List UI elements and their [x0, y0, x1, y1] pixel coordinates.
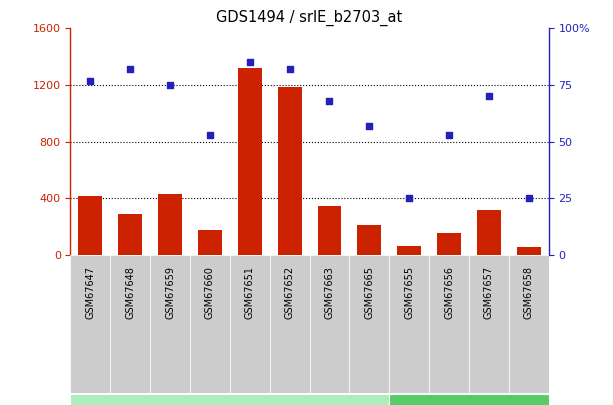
Text: GSM67652: GSM67652: [284, 266, 295, 319]
Bar: [397, 246, 421, 255]
Bar: [78, 196, 102, 255]
Bar: [158, 194, 182, 255]
Point: [364, 123, 374, 129]
Bar: [477, 210, 501, 255]
FancyBboxPatch shape: [310, 255, 349, 393]
Text: GSM67658: GSM67658: [524, 266, 534, 319]
Bar: [238, 68, 262, 255]
FancyBboxPatch shape: [349, 255, 389, 393]
Point: [205, 132, 215, 138]
Text: GSM67651: GSM67651: [245, 266, 255, 319]
FancyBboxPatch shape: [150, 255, 190, 393]
Text: GSM67657: GSM67657: [484, 266, 494, 319]
Title: GDS1494 / srlE_b2703_at: GDS1494 / srlE_b2703_at: [216, 9, 403, 26]
Bar: [318, 206, 341, 255]
FancyBboxPatch shape: [110, 255, 150, 393]
Point: [86, 77, 96, 84]
Text: GSM67660: GSM67660: [205, 266, 215, 319]
FancyBboxPatch shape: [70, 394, 389, 405]
Bar: [278, 87, 302, 255]
FancyBboxPatch shape: [270, 255, 310, 393]
Text: GSM67648: GSM67648: [125, 266, 135, 319]
Point: [444, 132, 454, 138]
FancyBboxPatch shape: [230, 255, 270, 393]
Bar: [357, 225, 381, 255]
Text: GSM67656: GSM67656: [444, 266, 454, 319]
Bar: [198, 230, 222, 255]
FancyBboxPatch shape: [429, 255, 469, 393]
Bar: [118, 214, 142, 255]
FancyBboxPatch shape: [190, 255, 230, 393]
FancyBboxPatch shape: [509, 255, 549, 393]
FancyBboxPatch shape: [70, 255, 110, 393]
Point: [166, 82, 175, 88]
Bar: [517, 247, 541, 255]
FancyBboxPatch shape: [469, 255, 509, 393]
Point: [325, 98, 335, 104]
Point: [284, 66, 294, 72]
Text: GSM67659: GSM67659: [165, 266, 175, 319]
Point: [405, 195, 414, 202]
FancyBboxPatch shape: [389, 255, 429, 393]
Text: GSM67665: GSM67665: [364, 266, 375, 319]
Text: GSM67647: GSM67647: [85, 266, 96, 319]
Point: [524, 195, 533, 202]
Text: GSM67655: GSM67655: [404, 266, 414, 319]
Text: GSM67663: GSM67663: [324, 266, 335, 319]
Point: [245, 59, 255, 66]
Point: [484, 93, 494, 100]
FancyBboxPatch shape: [389, 394, 549, 405]
Point: [125, 66, 135, 72]
Bar: [437, 233, 461, 255]
